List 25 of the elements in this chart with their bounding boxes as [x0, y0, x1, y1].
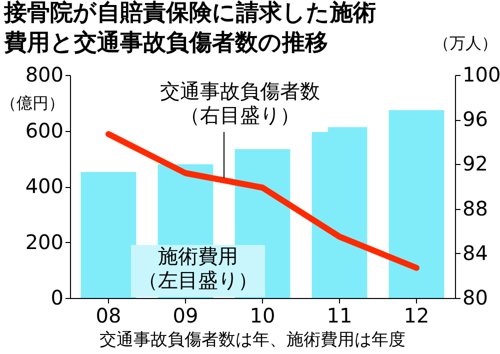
y-tick-label: 0 — [50, 286, 64, 310]
y-axis-title: （億円） — [0, 94, 64, 112]
chart-title: 接骨院が自賠責保険に請求した施術費用と交通事故負傷者数の推移 — [3, 0, 376, 56]
y2-tick-label: 96 — [462, 107, 488, 132]
y2-tick-label: 100 — [462, 62, 500, 86]
y2-tick-label: 84 — [462, 240, 488, 265]
x-tick-label: 10 — [250, 304, 276, 328]
series-label: 交通事故負傷者数（右目盛り） — [160, 79, 320, 127]
x-tick-label: 11 — [326, 304, 352, 328]
x-tick-label: 08 — [96, 304, 122, 328]
text: 交通事故負傷者数は年、施術費用は年度 — [100, 330, 406, 350]
y-tick-label: 200 — [25, 230, 64, 254]
bar — [80, 172, 136, 298]
y-tick-label: 600 — [25, 118, 64, 142]
y-tick-label: 400 — [25, 174, 64, 198]
y2-tick-label: 80 — [462, 286, 488, 310]
y2-tick-label: 92 — [462, 152, 488, 176]
series-label: 施術費用（左目盛り） — [138, 244, 258, 292]
x-tick-label: 09 — [172, 304, 198, 328]
y2-tick-label: 88 — [462, 196, 488, 220]
y2-axis-title: （万人） — [434, 34, 498, 52]
bar — [388, 110, 444, 298]
bar — [312, 127, 368, 298]
y-tick-label: 800 — [25, 62, 64, 86]
x-tick-label: 12 — [404, 304, 430, 328]
